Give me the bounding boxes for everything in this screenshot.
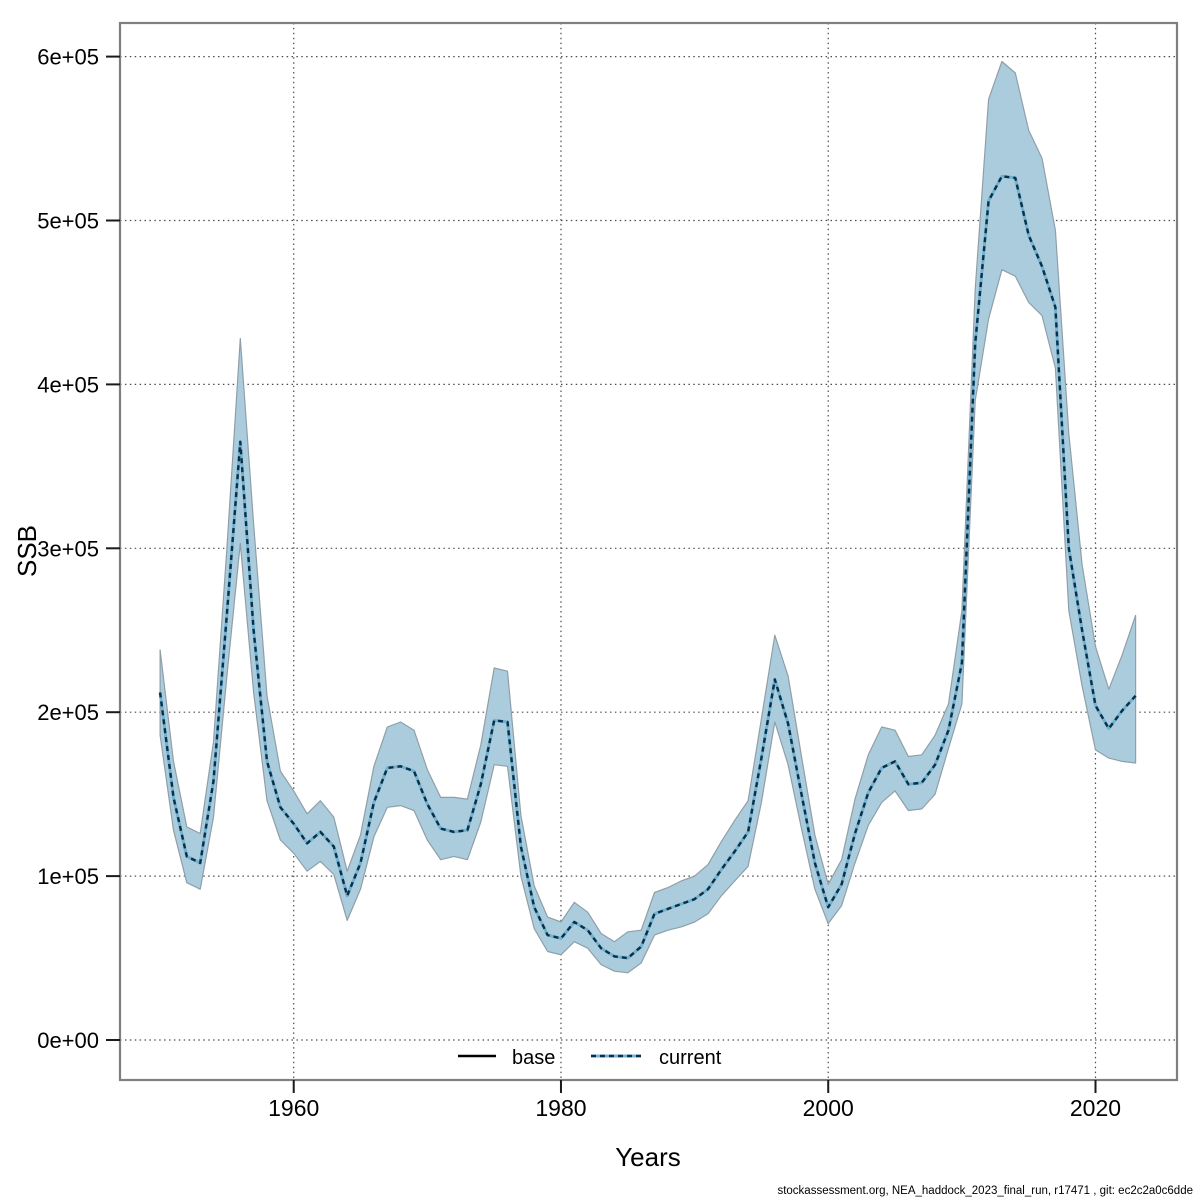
y-tick-label: 4e+05 — [37, 372, 99, 397]
x-tick-label: 1980 — [535, 1095, 586, 1121]
ssb-current-line — [158, 175, 1137, 960]
plot-frame — [118, 21, 1179, 1082]
x-tick-label: 2020 — [1070, 1095, 1121, 1121]
y-axis-title: SSB — [12, 525, 42, 577]
current-series-layer — [158, 174, 1137, 960]
axes-frame — [118, 21, 1179, 1082]
y-tick-label: 0e+00 — [37, 1028, 99, 1053]
legend-current-label: current — [659, 1047, 722, 1069]
confidence-band-layer — [159, 60, 1137, 974]
y-tick-label: 6e+05 — [37, 45, 99, 70]
y-tick-label: 2e+05 — [37, 700, 99, 725]
y-tick-label: 5e+05 — [37, 209, 99, 234]
y-tick-label: 1e+05 — [37, 864, 99, 889]
x-tick-label: 2000 — [803, 1095, 854, 1121]
legend-base-label: base — [512, 1047, 555, 1069]
x-axis-title: Years — [615, 1142, 681, 1172]
axis-ticks: 0e+00 1e+05 2e+05 3e+05 4e+05 5e+05 6e+05 1960 1… — [37, 45, 1121, 1121]
y-tick-label: 3e+05 — [37, 536, 99, 561]
footer-caption: stockassessment.org, NEA_haddock_2023_fi… — [777, 1185, 1193, 1197]
ssb-confidence-band — [159, 60, 1137, 974]
legend: base current — [458, 1047, 722, 1069]
x-tick-label: 1960 — [268, 1095, 319, 1121]
